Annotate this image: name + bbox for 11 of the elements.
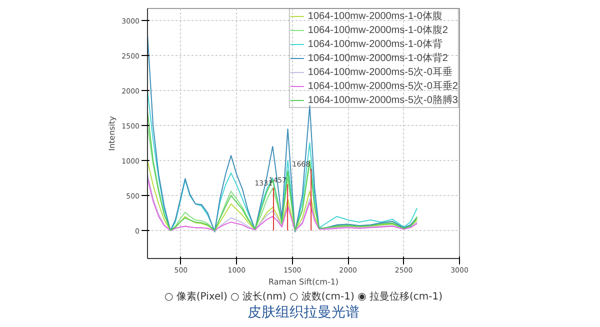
legend-label: 1064-100mw-2000ms-1-0体腹 — [308, 10, 442, 23]
legend-label: 1064-100mw-2000ms-1-0体腹2 — [308, 24, 448, 37]
y-axis-title: Intensity — [108, 116, 117, 151]
legend-label: 1064-100mw-2000ms-1-0体背 — [308, 38, 442, 51]
legend-label: 1064-100mw-2000ms-5次-0耳垂2 — [308, 80, 458, 93]
legend-label: 1064-100mw-2000ms-5次-0胳膊3 — [308, 94, 458, 107]
text: ○ 像素(Pixel) ○ 波长(nm) ○ 波数(cm-1) ◉ 拉曼位移(cm-1) — [164, 290, 443, 302]
legend-label: 1064-100mw-2000ms-1-0体背2 — [308, 52, 448, 65]
text: 皮肤组织拉曼光谱 — [248, 304, 360, 320]
legend-label: 1064-100mw-2000ms-5次-0耳垂 — [308, 66, 452, 79]
x-axis-title: Raman Sift(cm-1) — [268, 278, 339, 286]
